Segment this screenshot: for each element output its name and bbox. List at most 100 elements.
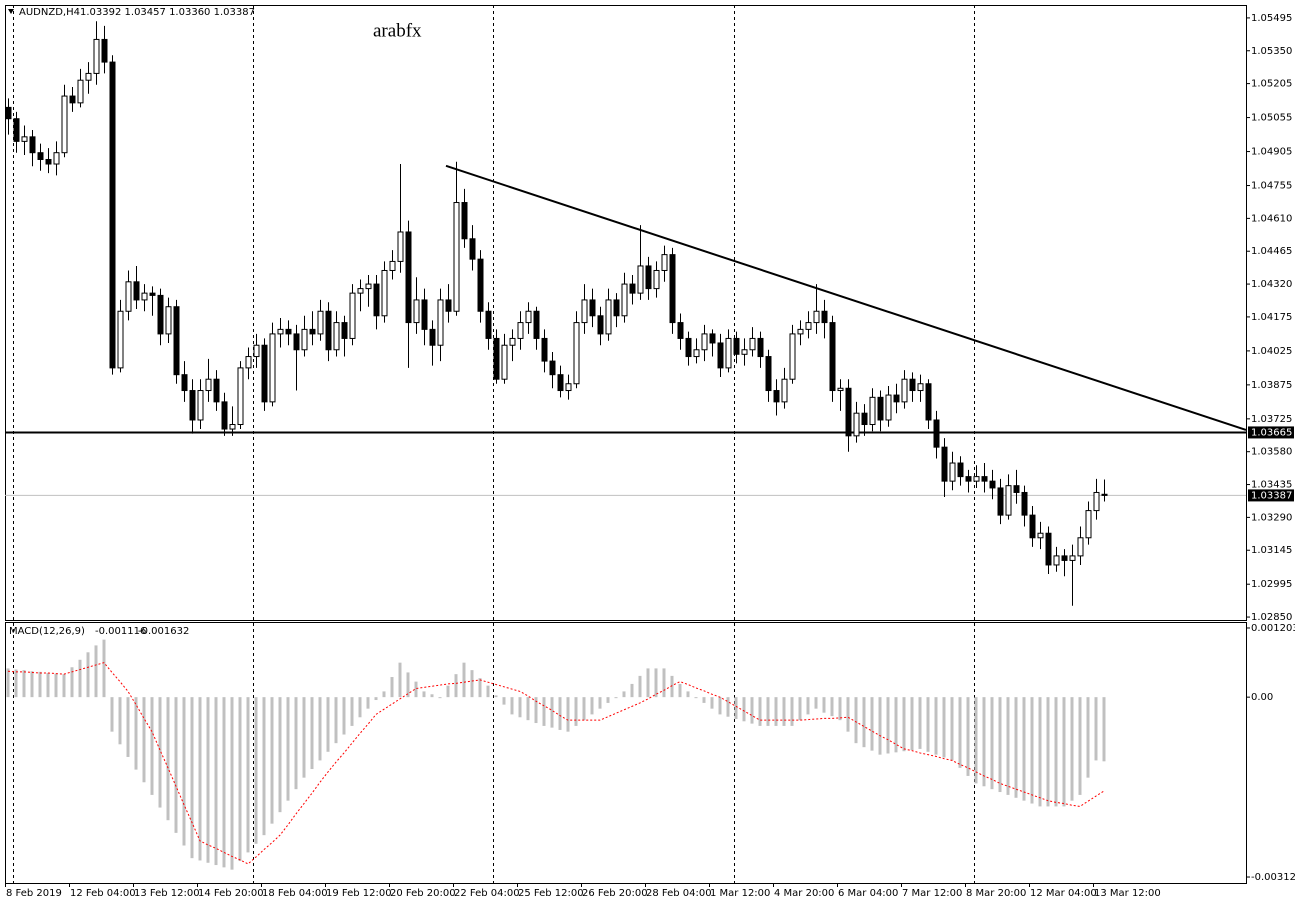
candle-body bbox=[149, 292, 156, 296]
macd-bar bbox=[230, 697, 234, 870]
candle-body bbox=[181, 374, 188, 392]
candle-body bbox=[701, 333, 708, 351]
macd-value: -0.001116 bbox=[95, 626, 146, 637]
macd-bar bbox=[534, 697, 538, 724]
macd-bar bbox=[870, 697, 874, 751]
candle-body bbox=[173, 306, 180, 376]
candle-body bbox=[893, 394, 900, 403]
candle-body bbox=[445, 299, 452, 312]
macd-bar bbox=[366, 697, 370, 709]
macd-bar bbox=[1030, 697, 1034, 804]
candle-body bbox=[829, 322, 836, 392]
candle-body bbox=[597, 315, 604, 335]
macd-bar bbox=[150, 697, 154, 795]
macd-bar bbox=[454, 674, 458, 698]
macd-bar bbox=[918, 697, 922, 749]
macd-bar bbox=[942, 697, 946, 758]
candle-body bbox=[373, 283, 380, 317]
macd-bar bbox=[734, 697, 738, 720]
macd-bar bbox=[926, 697, 930, 752]
candle-body bbox=[405, 231, 412, 324]
candle-body bbox=[453, 202, 460, 312]
macd-bar bbox=[886, 697, 890, 754]
candle-body bbox=[133, 281, 140, 301]
candle-body bbox=[37, 152, 44, 160]
y-tick-label: 0.001203 bbox=[1251, 623, 1295, 634]
macd-bar bbox=[110, 697, 114, 732]
candle-body bbox=[325, 310, 332, 351]
y-tick-label: 0.00 bbox=[1251, 692, 1273, 703]
macd-bar bbox=[894, 697, 898, 753]
x-tick-label: 7 Mar 12:00 bbox=[902, 888, 962, 899]
support-label: 1.03665 bbox=[1251, 427, 1292, 438]
macd-bar bbox=[246, 697, 250, 853]
candle-body bbox=[813, 310, 820, 324]
macd-bar bbox=[22, 670, 26, 698]
y-tick-label: 1.05205 bbox=[1251, 79, 1292, 90]
candle-body bbox=[189, 390, 196, 421]
candle-body bbox=[77, 79, 84, 104]
macd-bar bbox=[774, 697, 778, 726]
macd-bar bbox=[1078, 697, 1082, 795]
y-tick-label: 1.03875 bbox=[1251, 380, 1292, 391]
macd-bar bbox=[550, 697, 554, 728]
macd-bar bbox=[974, 697, 978, 784]
candle-body bbox=[1013, 485, 1020, 493]
macd-bar bbox=[814, 697, 818, 709]
macd-bar bbox=[478, 678, 482, 698]
candle-body bbox=[533, 310, 540, 339]
candle-body bbox=[517, 322, 524, 339]
candle-body bbox=[909, 378, 916, 392]
watermark: arabfx bbox=[373, 20, 422, 41]
macd-bar bbox=[310, 697, 314, 770]
candle-body bbox=[549, 360, 556, 376]
macd-bar bbox=[334, 697, 338, 744]
macd-bar bbox=[526, 697, 530, 721]
candle-body bbox=[605, 299, 612, 335]
candle-body bbox=[309, 328, 316, 335]
menu-arrow[interactable] bbox=[8, 9, 14, 14]
candle-body bbox=[365, 283, 372, 290]
y-tick-label: 1.03290 bbox=[1251, 512, 1292, 523]
candle-body bbox=[957, 462, 964, 478]
candle-body bbox=[197, 390, 204, 421]
candle-body bbox=[1085, 510, 1092, 539]
macd-bar bbox=[686, 691, 690, 698]
x-tick-label: 8 Mar 20:00 bbox=[966, 888, 1026, 899]
macd-bar bbox=[582, 697, 586, 721]
candle-body bbox=[1101, 493, 1108, 496]
macd-bar bbox=[78, 659, 82, 698]
macd-bar bbox=[614, 697, 618, 699]
candle-body bbox=[29, 136, 36, 154]
candle-body bbox=[429, 328, 436, 346]
macd-bar bbox=[574, 697, 578, 726]
candle-body bbox=[21, 136, 28, 142]
x-tick-label: 12 Feb 04:00 bbox=[70, 888, 136, 899]
macd-bar bbox=[878, 697, 882, 755]
macd-bar bbox=[126, 697, 130, 757]
macd-bar bbox=[326, 697, 330, 752]
candle-body bbox=[1069, 555, 1076, 561]
candle-body bbox=[69, 95, 76, 104]
macd-bar bbox=[318, 697, 322, 761]
macd-bar bbox=[238, 697, 242, 862]
macd-bar bbox=[718, 697, 722, 715]
candle-body bbox=[501, 344, 508, 380]
macd-bar bbox=[758, 697, 762, 726]
candle-body bbox=[885, 394, 892, 421]
macd-bar bbox=[910, 697, 914, 751]
macd-bar bbox=[406, 672, 410, 698]
macd-bar bbox=[414, 681, 418, 698]
candle-body bbox=[525, 310, 532, 324]
candle-body bbox=[581, 299, 588, 324]
y-tick-label: 1.04610 bbox=[1251, 213, 1292, 224]
candle-body bbox=[1077, 537, 1084, 557]
candle-body bbox=[5, 106, 12, 120]
y-tick-label: 1.05350 bbox=[1251, 46, 1292, 57]
candle-body bbox=[293, 333, 300, 351]
macd-bar bbox=[254, 697, 258, 844]
macd-bar bbox=[742, 697, 746, 722]
candle-body bbox=[717, 342, 724, 369]
macd-bar bbox=[630, 683, 634, 698]
